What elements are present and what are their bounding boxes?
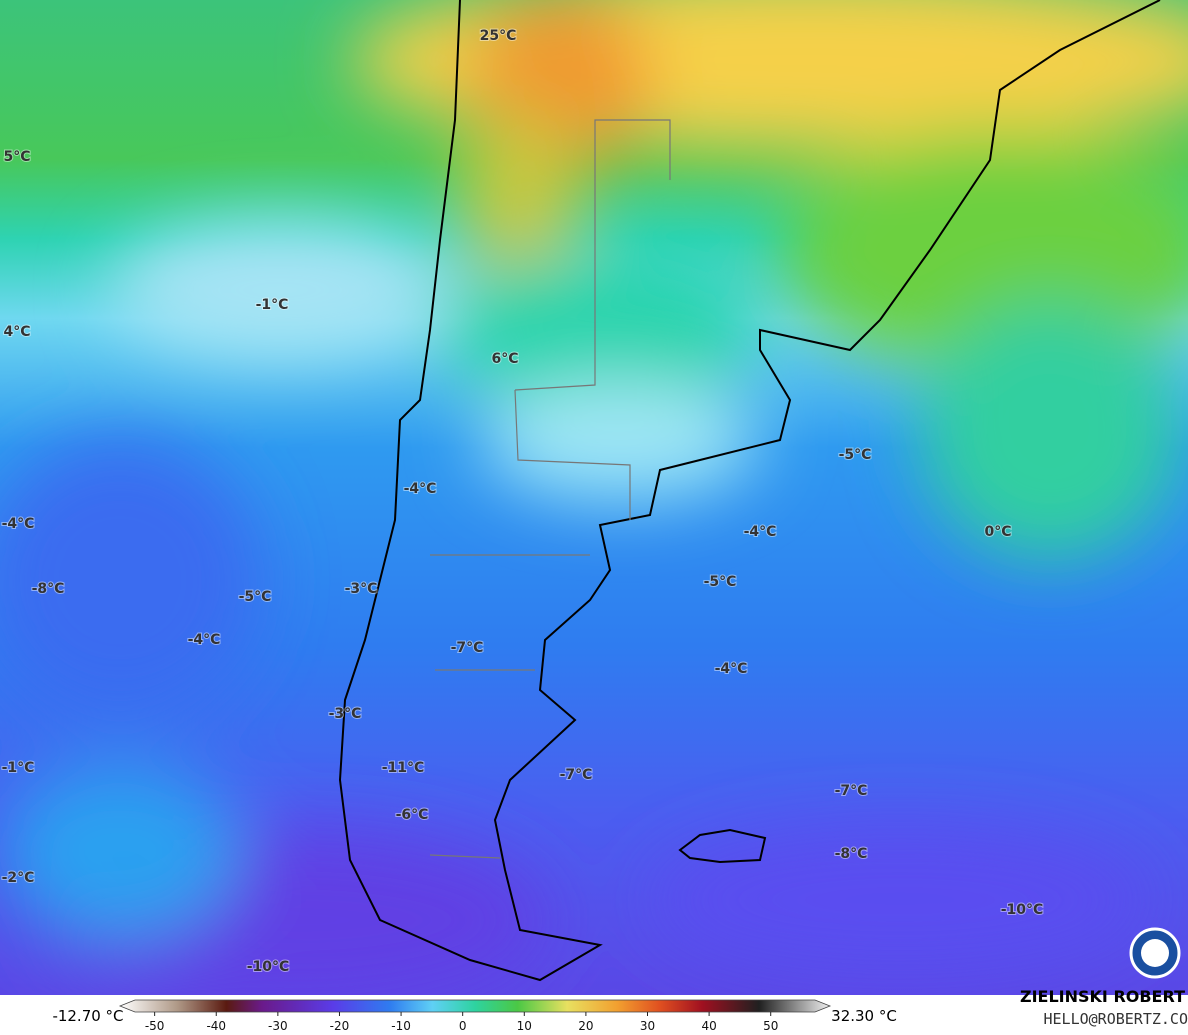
temperature-label: -8°C bbox=[835, 846, 868, 862]
credit-name: ZIELINSKI ROBERT bbox=[1020, 987, 1185, 1006]
colorbar-tick-label: -50 bbox=[145, 1019, 165, 1033]
temperature-label: -6°C bbox=[396, 807, 429, 823]
temperature-label: -10°C bbox=[247, 959, 290, 975]
colorbar-tick-label: -30 bbox=[268, 1019, 288, 1033]
borders bbox=[429, 119, 671, 859]
temperature-label: 25°C bbox=[480, 28, 517, 44]
temperature-label: -4°C bbox=[715, 661, 748, 677]
temperature-label: -1°C bbox=[2, 760, 35, 776]
colorbar-tick-label: 20 bbox=[578, 1019, 593, 1033]
temperature-label: 4°C bbox=[3, 324, 30, 340]
colorbar-min: -12.70 °C bbox=[52, 1007, 123, 1025]
colorbar-tick-label: 40 bbox=[701, 1019, 716, 1033]
colorbar-tick-label: 10 bbox=[517, 1019, 532, 1033]
temperature-label: -2°C bbox=[2, 870, 35, 886]
temperature-label: -4°C bbox=[744, 524, 777, 540]
temperature-label: -4°C bbox=[188, 632, 221, 648]
colorbar-tick-label: -20 bbox=[330, 1019, 350, 1033]
colorbar-tick-label: 0 bbox=[459, 1019, 467, 1033]
temperature-label: -3°C bbox=[329, 706, 362, 722]
islands bbox=[678, 828, 767, 864]
noaa-logo bbox=[1129, 927, 1181, 979]
colorbar-tick-label: -40 bbox=[206, 1019, 226, 1033]
map-labels: 25°C 5°C 4°C -1°C 6°C -5°C -4°C -4°C -4°C 0°C -8°C… bbox=[1, 27, 1045, 976]
colorbar-max: 32.30 °C bbox=[831, 1007, 897, 1025]
colorbar-tick-label: 50 bbox=[763, 1019, 778, 1033]
temperature-field bbox=[0, 0, 1188, 1010]
temperature-label: -3°C bbox=[345, 581, 378, 597]
temperature-label: -5°C bbox=[839, 447, 872, 463]
colorbar bbox=[118, 999, 832, 1013]
temperature-label: -7°C bbox=[835, 783, 868, 799]
temperature-label: -1°C bbox=[256, 297, 289, 313]
temperature-label: -5°C bbox=[704, 574, 737, 590]
temperature-label: -4°C bbox=[2, 516, 35, 532]
coastline bbox=[338, 0, 1161, 982]
temperature-label: -10°C bbox=[1001, 902, 1044, 918]
colorbar-tick-label: 30 bbox=[640, 1019, 655, 1033]
temperature-label: -11°C bbox=[382, 760, 425, 776]
temperature-label: 6°C bbox=[491, 351, 518, 367]
temperature-label: -5°C bbox=[239, 589, 272, 605]
temperature-label: -7°C bbox=[451, 640, 484, 656]
colorbar-tick-label: -10 bbox=[391, 1019, 411, 1033]
temperature-label: -8°C bbox=[32, 581, 65, 597]
temperature-label: 0°C bbox=[984, 524, 1011, 540]
temperature-label: -4°C bbox=[404, 481, 437, 497]
temperature-label: 5°C bbox=[3, 149, 30, 165]
temperature-label: -7°C bbox=[560, 767, 593, 783]
credit-contact: HELLO@ROBERTZ.CO bbox=[1044, 1010, 1188, 1028]
